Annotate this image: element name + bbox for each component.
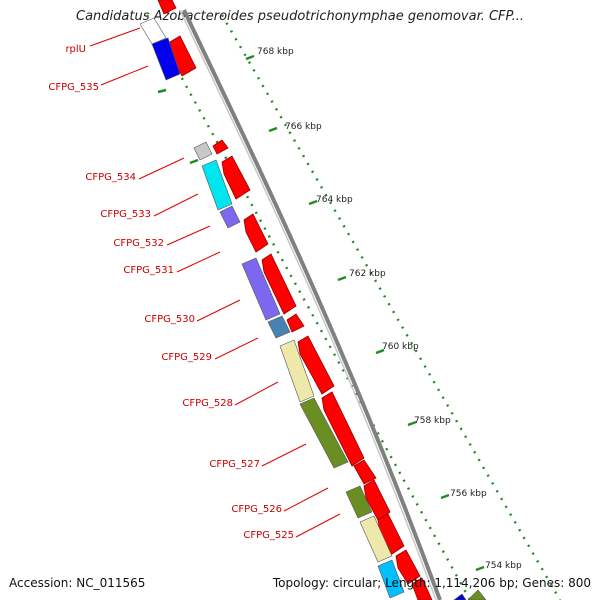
gene-label-cfpg-526[interactable]: CFPG_526 <box>231 504 282 515</box>
topology-text: Topology: circular; Length: 1,114,206 bp… <box>272 576 591 590</box>
scale-label: 762 kbp <box>349 269 386 279</box>
gene-label-cfpg-525[interactable]: CFPG_525 <box>243 530 294 541</box>
forward-genes <box>157 0 433 600</box>
gene-label-cfpg-531[interactable]: CFPG_531 <box>123 265 174 276</box>
scale-label: 760 kbp <box>382 342 419 352</box>
tick-dots-inner <box>145 14 472 600</box>
major-tick-marks <box>157 54 485 572</box>
gene-label-cfpg-527[interactable]: CFPG_527 <box>209 459 260 470</box>
scale-label: 768 kbp <box>257 47 294 57</box>
scale-label: 756 kbp <box>450 489 487 499</box>
gene-labels: rplU CFPG_535 CFPG_534 CFPG_533 CFPG_532… <box>48 44 294 541</box>
leader-lines <box>89 27 341 538</box>
gene-label-cfpg-532[interactable]: CFPG_532 <box>113 238 164 249</box>
gene-label-cfpg-528[interactable]: CFPG_528 <box>182 398 233 409</box>
gene-label-rplu[interactable]: rplU <box>65 44 86 55</box>
cog-blocks <box>139 17 487 600</box>
scale-labels: 768 kbp 766 kbp 764 kbp 762 kbp 760 kbp … <box>257 47 522 571</box>
gene-label-cfpg-529[interactable]: CFPG_529 <box>161 352 212 363</box>
gene-label-cfpg-530[interactable]: CFPG_530 <box>144 314 195 325</box>
gene-label-cfpg-535[interactable]: CFPG_535 <box>48 82 99 93</box>
scale-label: 754 kbp <box>485 561 522 571</box>
gene-label-cfpg-533[interactable]: CFPG_533 <box>100 209 151 220</box>
genome-axis-line <box>179 9 442 600</box>
accession-text: Accession: NC_011565 <box>9 576 146 590</box>
scale-label: 758 kbp <box>414 416 451 426</box>
scale-label: 766 kbp <box>285 122 322 132</box>
scale-label: 764 kbp <box>316 195 353 205</box>
gene-label-cfpg-534[interactable]: CFPG_534 <box>85 172 136 183</box>
